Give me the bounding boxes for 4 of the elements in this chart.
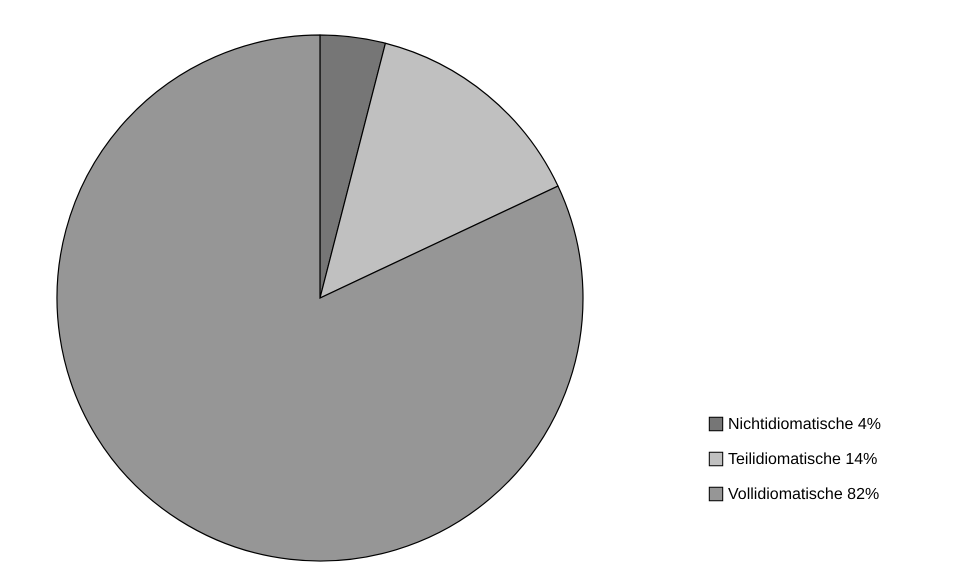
legend-label: Teilidiomatische 14% xyxy=(728,451,878,468)
legend-label: Nichtidiomatische 4% xyxy=(728,416,881,433)
legend-label: Vollidiomatische 82% xyxy=(728,486,880,503)
pie-slice xyxy=(56,34,584,562)
